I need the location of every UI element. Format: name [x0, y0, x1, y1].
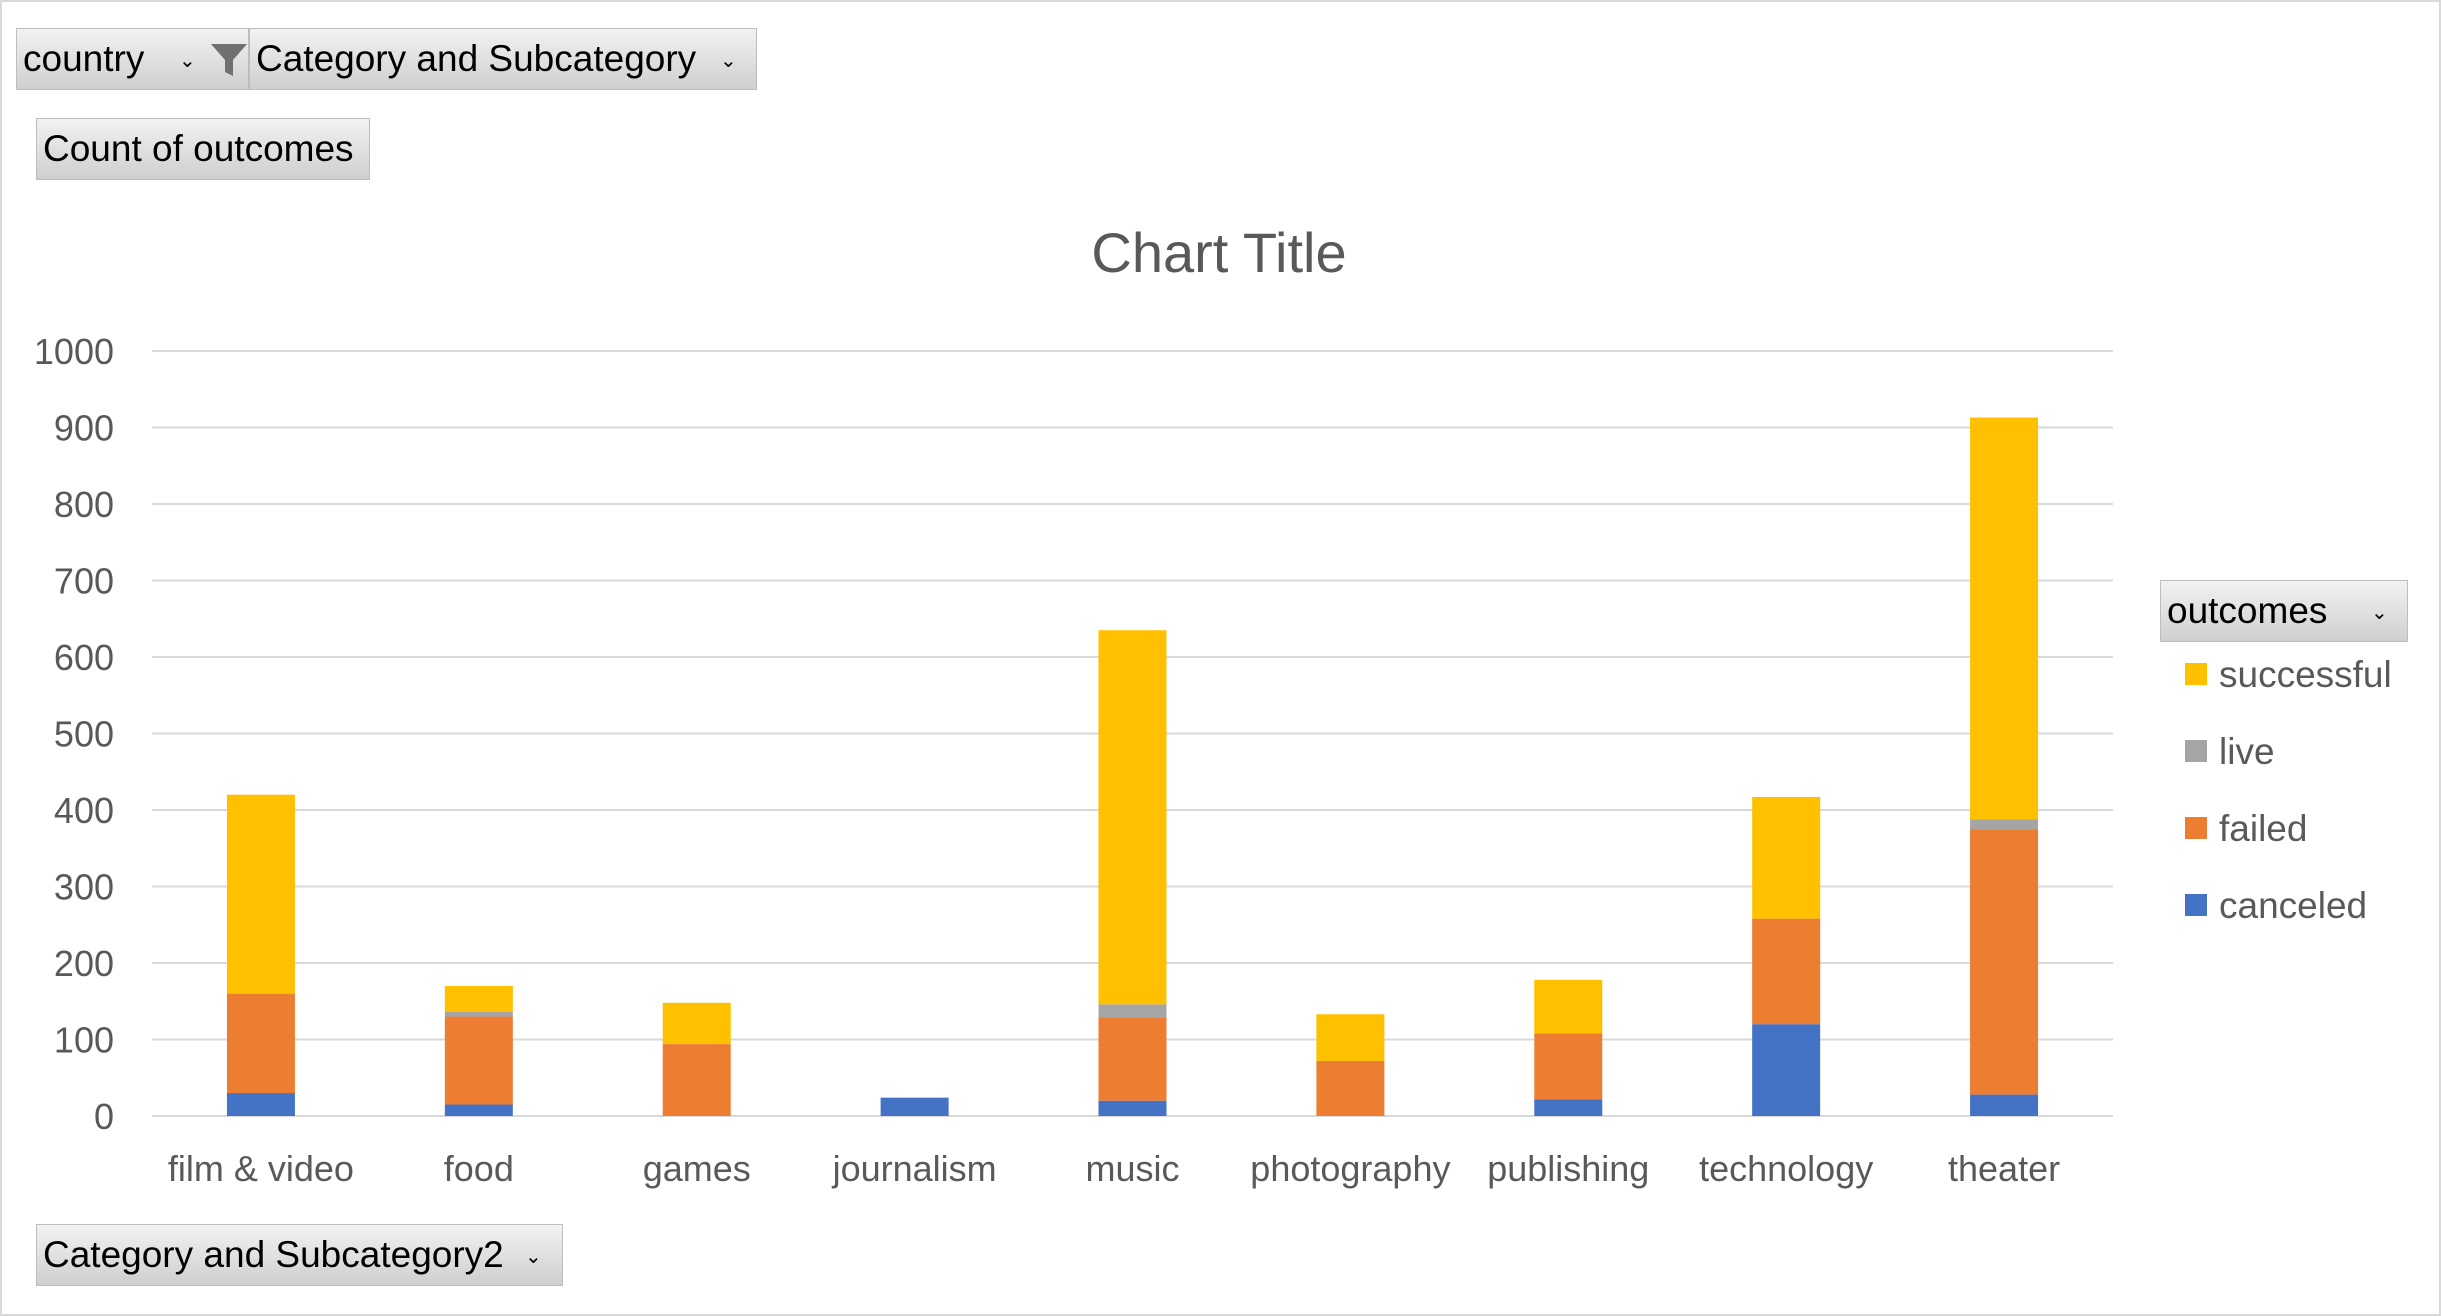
- x-tick-label: photography: [1250, 1148, 1450, 1189]
- y-tick-label: 200: [54, 943, 114, 984]
- bar-canceled[interactable]: [1752, 1024, 1821, 1116]
- bar-live[interactable]: [1970, 819, 2039, 830]
- bar-successful[interactable]: [1534, 979, 1603, 1034]
- country-filter-label: country: [23, 38, 145, 79]
- bar-successful[interactable]: [444, 985, 513, 1012]
- bar-canceled[interactable]: [444, 1104, 513, 1116]
- bar-live[interactable]: [1098, 1004, 1167, 1018]
- legend-label: failed: [2219, 808, 2308, 849]
- category-filter-label: Category and Subcategory: [256, 38, 697, 79]
- bar-live[interactable]: [444, 1011, 513, 1017]
- legend-field-label: outcomes: [2167, 590, 2328, 631]
- bar-failed[interactable]: [444, 1016, 513, 1105]
- legend-label: live: [2219, 731, 2275, 772]
- bar-successful[interactable]: [1316, 1014, 1385, 1061]
- values-field-button[interactable]: Count of outcomes: [36, 118, 370, 180]
- dropdown-arrow-icon: ⌄: [2371, 602, 2388, 624]
- category-filter-button[interactable]: Category and Subcategory ⌄: [249, 28, 757, 90]
- y-tick-label: 700: [54, 561, 114, 602]
- y-tick-label: 100: [54, 1020, 114, 1061]
- axis-field-button[interactable]: Category and Subcategory2 ⌄: [36, 1224, 563, 1286]
- bar-failed[interactable]: [662, 1044, 731, 1116]
- bar-failed[interactable]: [1534, 1033, 1603, 1100]
- legend-swatch: [2185, 894, 2207, 917]
- bar-canceled[interactable]: [880, 1097, 949, 1116]
- y-tick-label: 900: [54, 408, 114, 449]
- y-tick-label: 800: [54, 484, 114, 525]
- y-tick-label: 1000: [34, 331, 114, 372]
- country-filter-button[interactable]: country ⌄: [16, 28, 249, 90]
- legend-field-button[interactable]: outcomes ⌄: [2160, 580, 2408, 642]
- legend-item-canceled[interactable]: canceled: [2185, 885, 2368, 926]
- values-field-label: Count of outcomes: [43, 128, 354, 169]
- legend-item-failed[interactable]: failed: [2185, 808, 2308, 849]
- dropdown-arrow-icon: ⌄: [179, 50, 196, 72]
- x-tick-label: journalism: [832, 1148, 997, 1189]
- bar-successful[interactable]: [1098, 630, 1167, 1005]
- y-tick-label: 300: [54, 867, 114, 908]
- legend-swatch: [2185, 663, 2207, 686]
- y-tick-label: 600: [54, 637, 114, 678]
- y-tick-label: 400: [54, 790, 114, 831]
- bar-canceled[interactable]: [1098, 1100, 1167, 1116]
- y-tick-label: 0: [94, 1096, 114, 1137]
- bar-successful[interactable]: [662, 1002, 731, 1045]
- bar-canceled[interactable]: [1970, 1094, 2039, 1116]
- legend-swatch: [2185, 817, 2207, 840]
- bar-canceled[interactable]: [1534, 1099, 1603, 1116]
- y-axis-ticks: 0 100 200 300 400 500 600 700 800 900 1000: [34, 331, 114, 1137]
- x-tick-label: theater: [1948, 1148, 2060, 1189]
- x-tick-label: games: [643, 1148, 751, 1189]
- bar-successful[interactable]: [1752, 796, 1821, 919]
- x-tick-label: music: [1085, 1148, 1179, 1189]
- legend-swatch: [2185, 740, 2207, 763]
- x-tick-label: film & video: [168, 1148, 354, 1189]
- bar-failed[interactable]: [1316, 1060, 1385, 1116]
- bar-failed[interactable]: [1752, 918, 1821, 1025]
- legend-label: successful: [2219, 654, 2392, 695]
- y-tick-label: 500: [54, 714, 114, 755]
- bar-failed[interactable]: [226, 993, 295, 1094]
- axis-field-label: Category and Subcategory2: [43, 1234, 504, 1275]
- dropdown-arrow-icon: ⌄: [720, 50, 737, 72]
- chart-title[interactable]: Chart Title: [1091, 221, 1346, 284]
- bar-canceled[interactable]: [226, 1093, 295, 1116]
- x-axis-ticks: film & video food games journalism music phot…: [168, 1148, 2060, 1189]
- bars: [226, 417, 2039, 1116]
- legend: outcomes ⌄ successful live failed canceled: [2160, 580, 2410, 926]
- bar-failed[interactable]: [1970, 829, 2039, 1095]
- filter-funnel-icon: [211, 44, 247, 76]
- legend-label: canceled: [2219, 885, 2368, 926]
- bar-successful[interactable]: [226, 794, 295, 994]
- legend-item-live[interactable]: live: [2185, 731, 2275, 772]
- bar-failed[interactable]: [1098, 1017, 1167, 1101]
- legend-item-successful[interactable]: successful: [2185, 654, 2392, 695]
- x-tick-label: publishing: [1487, 1148, 1649, 1189]
- x-tick-label: food: [444, 1148, 514, 1189]
- bar-successful[interactable]: [1970, 417, 2039, 820]
- dropdown-arrow-icon: ⌄: [525, 1246, 542, 1268]
- x-tick-label: technology: [1699, 1148, 1873, 1189]
